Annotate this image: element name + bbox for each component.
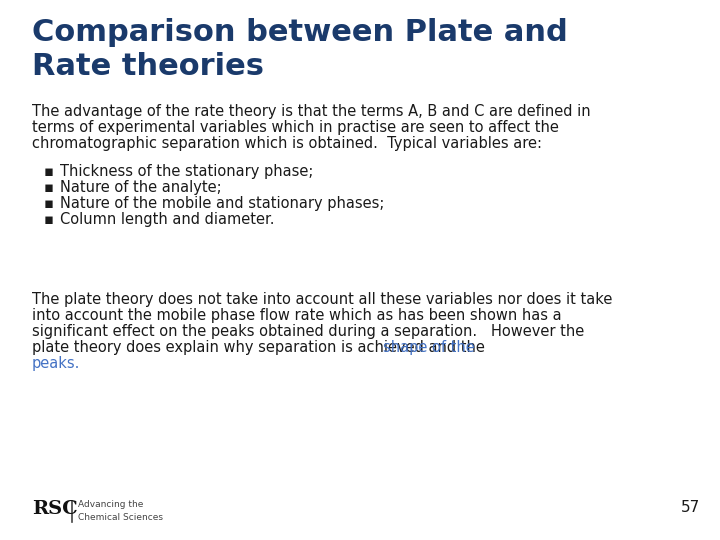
Text: into account the mobile phase flow rate which as has been shown has a: into account the mobile phase flow rate … <box>32 308 562 323</box>
Text: RSC: RSC <box>32 500 78 518</box>
Text: shape of the: shape of the <box>383 340 474 355</box>
Text: chromatographic separation which is obtained.  Typical variables are:: chromatographic separation which is obta… <box>32 136 542 151</box>
Text: The plate theory does not take into account all these variables nor does it take: The plate theory does not take into acco… <box>32 292 613 307</box>
Text: The advantage of the rate theory is that the terms A, B and C are defined in: The advantage of the rate theory is that… <box>32 104 590 119</box>
Text: ▪: ▪ <box>44 212 54 227</box>
Text: Nature of the mobile and stationary phases;: Nature of the mobile and stationary phas… <box>60 196 384 211</box>
Text: peaks.: peaks. <box>32 356 81 371</box>
Text: Advancing the
Chemical Sciences: Advancing the Chemical Sciences <box>78 500 163 522</box>
Text: Comparison between Plate and: Comparison between Plate and <box>32 18 568 47</box>
Text: Rate theories: Rate theories <box>32 52 264 81</box>
Text: Column length and diameter.: Column length and diameter. <box>60 212 274 227</box>
Text: terms of experimental variables which in practise are seen to affect the: terms of experimental variables which in… <box>32 120 559 135</box>
Text: plate theory does explain why separation is achieved and the: plate theory does explain why separation… <box>32 340 490 355</box>
Text: 57: 57 <box>680 500 700 515</box>
Text: ▪: ▪ <box>44 164 54 179</box>
Text: ▪: ▪ <box>44 180 54 195</box>
Text: Thickness of the stationary phase;: Thickness of the stationary phase; <box>60 164 313 179</box>
Text: Nature of the analyte;: Nature of the analyte; <box>60 180 222 195</box>
Text: ▪: ▪ <box>44 196 54 211</box>
Text: significant effect on the peaks obtained during a separation.   However the: significant effect on the peaks obtained… <box>32 324 584 339</box>
